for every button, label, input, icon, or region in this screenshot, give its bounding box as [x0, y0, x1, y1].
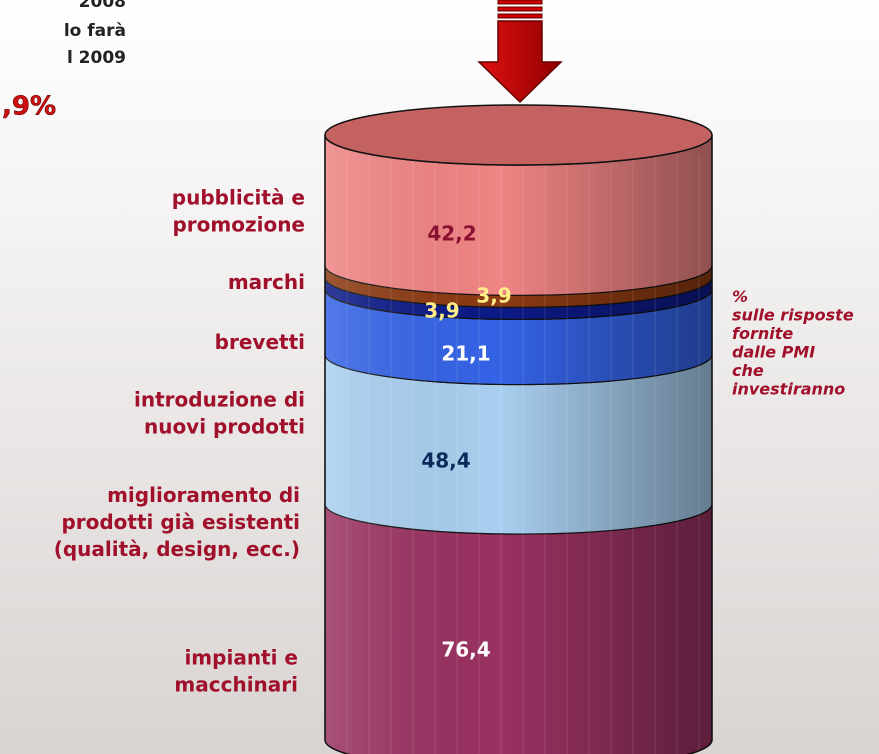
corner-line: 2008 [79, 0, 126, 12]
text-line: che [732, 360, 764, 379]
text-line: macchinari [174, 672, 298, 696]
category-label: pubblicità e promozione [172, 185, 305, 236]
text-line: impianti e [184, 645, 298, 669]
text-line: investiranno [732, 379, 845, 398]
category-label: impianti e macchinari [174, 645, 298, 696]
value-label: 3,9 [424, 299, 459, 323]
corner-line: lo farà [64, 21, 126, 41]
value-label: 3,9 [476, 284, 511, 308]
text-line: % [732, 286, 748, 305]
value-label: 42,2 [427, 222, 476, 246]
text-line: fornite [732, 323, 793, 342]
category-label: miglioramento di prodotti già esistenti (q… [54, 483, 300, 561]
value-label: 76,4 [441, 638, 490, 662]
arrow [477, 0, 563, 104]
text-line: pubblicità e [172, 185, 305, 209]
category-label: brevetti [215, 330, 305, 354]
text-line: miglioramento di [107, 483, 300, 507]
shading [325, 135, 712, 754]
value-label: 21,1 [441, 342, 490, 366]
text-line: promozione [172, 212, 305, 236]
text-line: marchi [228, 270, 305, 294]
corner-line: l 2009 [67, 48, 126, 68]
value-label: 48,4 [421, 449, 470, 473]
category-labels: impianti e macchinari miglioramento di prod… [54, 185, 305, 696]
text-line: sulle risposte [732, 305, 854, 324]
top-face [324, 104, 713, 166]
text-line: introduzione di [134, 387, 305, 411]
category-label: introduzione di nuovi prodotti [134, 387, 305, 438]
corner-highlight: ,9% [2, 92, 56, 122]
category-label: marchi [228, 270, 305, 294]
corner-text: 2008 lo farà l 2009 ,9% [2, 0, 126, 122]
cylinder: 76,4 48,4 21,1 3,9 3,9 42,2 [324, 104, 713, 754]
text-line: prodotti già esistenti [61, 510, 300, 534]
text-line: dalle PMI [732, 342, 815, 361]
note: % sulle risposte fornite dalle PMI che invest… [732, 286, 854, 398]
text-line: (qualità, design, ecc.) [54, 537, 300, 561]
text-line: nuovi prodotti [144, 414, 305, 438]
text-line: brevetti [215, 330, 305, 354]
